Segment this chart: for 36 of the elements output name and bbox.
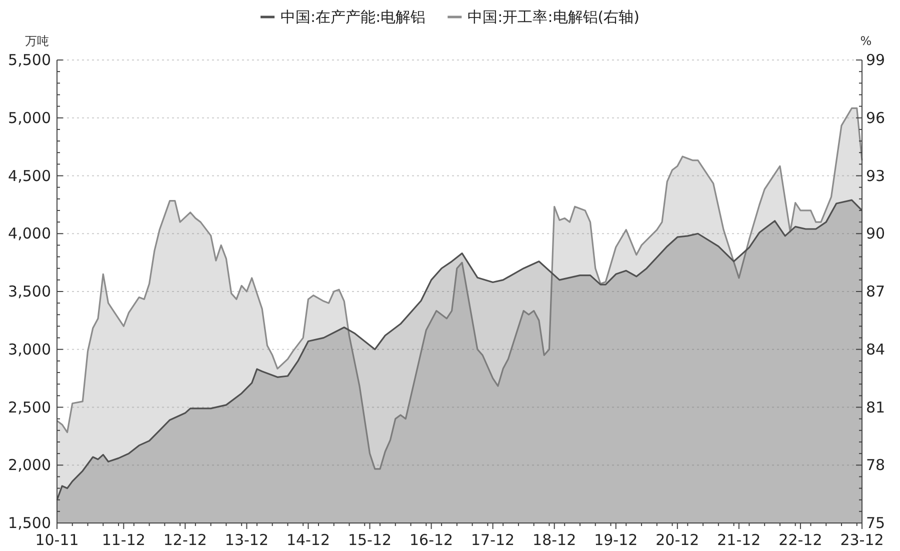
y-tick-label: 5,000 [8,108,51,127]
y2-tick-label: 90 [866,224,886,243]
y2-axis-title: % [860,34,872,48]
x-tick-label: 16-12 [410,531,454,549]
legend-label: 中国:开工率:电解铝(右轴) [468,8,640,26]
y2-tick-label: 84 [866,340,886,358]
legend-label: 中国:在产产能:电解铝 [280,8,426,26]
x-tick-label: 22-12 [778,531,822,549]
x-tick-label: 14-12 [286,531,330,549]
y-tick-label: 4,500 [8,166,51,185]
y-tick-label: 5,500 [8,51,51,69]
y-axis-title: 万吨 [25,34,49,48]
y2-tick-label: 96 [866,108,886,127]
y2-tick-label: 75 [866,514,886,532]
y-tick-label: 3,500 [8,282,51,300]
y2-tick-label: 87 [866,282,886,300]
y-tick-label: 2,500 [8,398,51,416]
x-tick-label: 18-12 [532,531,576,549]
x-tick-label: 11-12 [102,531,146,549]
y2-tick-label: 93 [866,166,886,185]
x-tick-label: 23-12 [840,531,884,549]
x-tick-label: 20-12 [656,531,700,549]
x-tick-label: 19-12 [594,531,638,549]
x-tick-label: 10-11 [35,531,79,549]
x-tick-label: 17-12 [471,531,515,549]
y2-tick-label: 99 [866,51,886,69]
x-tick-label: 15-12 [348,531,392,549]
y-tick-label: 2,000 [8,456,51,474]
y2-tick-label: 81 [866,398,886,416]
x-tick-label: 12-12 [163,531,207,549]
y-tick-label: 4,000 [8,224,51,243]
y-tick-label: 3,000 [8,340,51,358]
y-tick-label: 1,500 [8,514,51,532]
x-tick-label: 21-12 [717,531,761,549]
y2-tick-label: 78 [866,456,886,474]
x-tick-label: 13-12 [224,531,269,549]
